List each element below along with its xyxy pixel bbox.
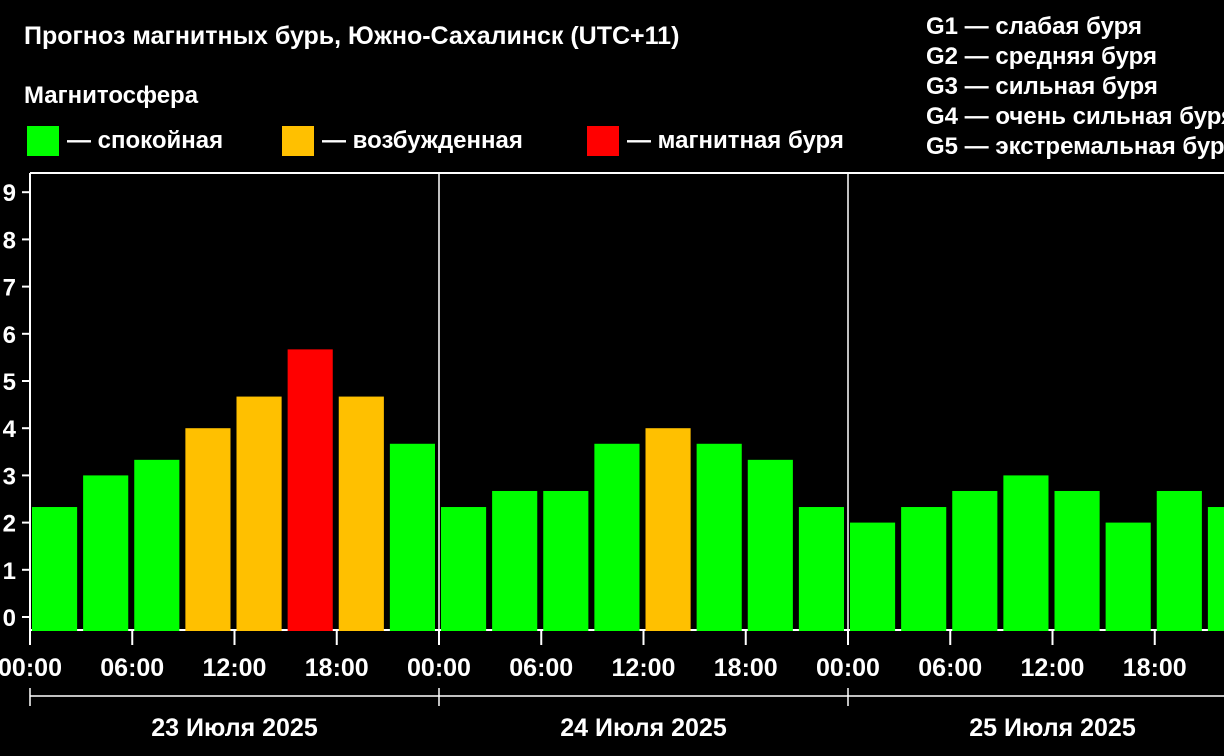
y-tick-label: 7 [3,275,16,302]
kp-bar [1054,490,1100,631]
kp-bar [1207,507,1224,631]
kp-bar [696,443,742,631]
y-tick-label: 0 [3,605,16,632]
legend-item-calm: — спокойная [27,126,223,156]
kp-bar [645,428,691,631]
kp-bar [492,490,538,631]
y-tick-label: 5 [3,369,16,396]
time-tick-label: 06:00 [509,654,573,682]
kp-bar [338,396,384,631]
time-tick-label: 06:00 [100,654,164,682]
legend-label-storm: — магнитная буря [627,127,844,154]
y-tick-label: 6 [3,322,16,349]
kp-bar [952,490,998,631]
kp-bar [32,507,78,631]
g-legend-item: G3 — сильная буря [926,73,1158,100]
kp-bar [287,349,333,631]
time-tick-label: 00:00 [816,654,880,682]
day-label: 25 Июля 2025 [969,714,1136,742]
kp-bar [543,490,589,631]
kp-bar [850,522,896,631]
g-legend-item: G4 — очень сильная буря [926,103,1224,130]
y-tick-label: 4 [3,416,17,443]
legend-item-excited: — возбужденная [282,126,523,156]
kp-bar [747,459,793,631]
kp-bar [1003,475,1049,631]
y-tick-label: 2 [3,511,16,538]
y-tick-label: 3 [3,463,16,490]
time-tick-label: 06:00 [918,654,982,682]
time-tick-label: 00:00 [407,654,471,682]
g-legend-item: G1 — слабая буря [926,13,1143,40]
time-tick-label: 12:00 [1021,654,1085,682]
time-tick-label: 18:00 [1123,654,1187,682]
y-tick-label: 9 [3,180,16,207]
kp-bar [134,459,180,631]
time-tick-label: 18:00 [714,654,778,682]
time-tick-label: 00:00 [0,654,62,682]
day-label: 23 Июля 2025 [151,714,318,742]
kp-bar [236,396,282,631]
kp-bar [185,428,231,631]
g-scale-legend: G1 — слабая буря G2 — средняя буря G3 — … [926,12,1224,162]
g-legend-item: G5 — экстремальная буря [926,133,1224,160]
legend-swatch-excited [282,126,314,156]
g-legend-item: G2 — средняя буря [926,43,1157,70]
time-tick-label: 18:00 [305,654,369,682]
time-tick-label: 12:00 [203,654,267,682]
kp-bar [1156,490,1202,631]
time-tick-label: 12:00 [612,654,676,682]
legend-swatch-calm [27,126,59,156]
kp-bar [389,443,435,631]
y-tick-label: 8 [3,227,16,254]
legend-swatch-storm [587,126,619,156]
kp-bar [901,507,947,631]
day-label: 24 Июля 2025 [560,714,727,742]
y-tick-label: 1 [3,558,16,585]
magnetosphere-subtitle: Магнитосфера [24,82,199,109]
legend-label-calm: — спокойная [67,127,224,154]
kp-bar [798,507,844,631]
legend-item-storm: — магнитная буря [587,126,844,156]
kp-bar [83,475,129,631]
kp-bar [441,507,487,631]
kp-bar [1105,522,1151,631]
legend-label-excited: — возбужденная [322,127,523,154]
chart-title: Прогноз магнитных бурь, Южно-Сахалинск (… [24,22,680,50]
kp-bar [594,443,640,631]
